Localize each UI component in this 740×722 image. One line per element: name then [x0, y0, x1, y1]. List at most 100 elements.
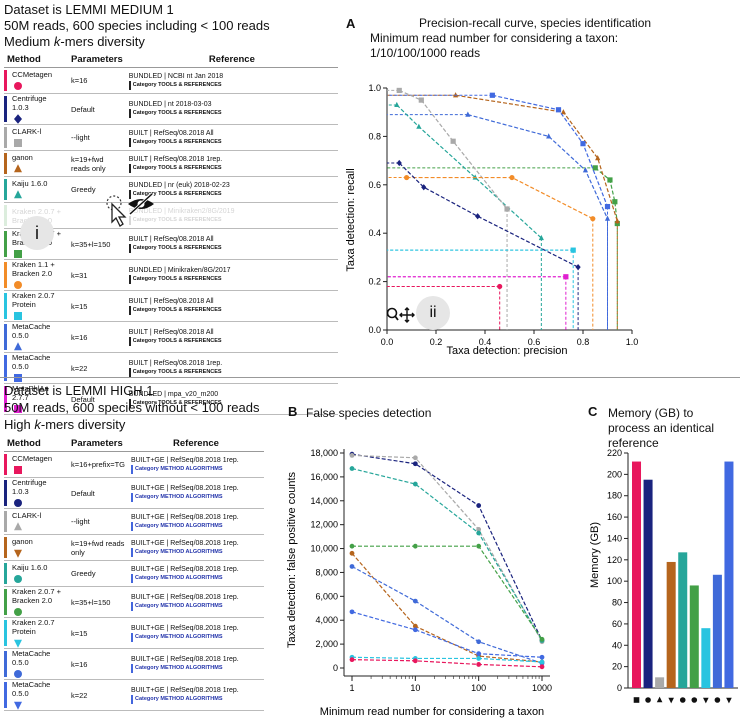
color-stripe [4, 651, 7, 677]
table-row: ganon k=19+fwd reads only BUILT+GE | RefSe… [4, 534, 264, 561]
data-point [476, 503, 482, 508]
reference-cell: BUILT+GE | RefSeq/08.2018 1rep. Category … [128, 508, 264, 535]
bottom-dataset-description: 50M reads, 600 species without < 100 rea… [4, 400, 260, 415]
target-circle-icon [106, 195, 122, 211]
data-point [580, 141, 586, 147]
series-ccmetagen [349, 657, 545, 670]
square-marker-icon [14, 312, 22, 320]
data-point [539, 636, 545, 642]
reference-cell: BUILT+GE | RefSeq/08.2018 1rep. Category … [128, 679, 264, 711]
bar-marker-square [633, 697, 640, 703]
category-label: Category TOOLS & REFERENCES [128, 163, 335, 173]
data-point [465, 111, 471, 117]
panel-c-label: C [588, 404, 598, 419]
square-marker [14, 312, 22, 320]
category-label: Category TOOLS & REFERENCES [128, 137, 335, 147]
reference-cell: BUILT | RefSeq/08.2018 All Category TOOLS… [125, 321, 338, 353]
data-point [476, 543, 482, 549]
invtriangle-marker-icon [14, 639, 22, 648]
reference-cell: BUILT+GE | RefSeq/08.2018 1rep. Category … [128, 451, 264, 478]
series-metacache-0-5-0-k-16- [349, 564, 545, 666]
series-line [351, 611, 543, 658]
cursor-hide-icon[interactable] [96, 190, 158, 230]
series-metacache-0-5-0-k-16- [387, 111, 611, 330]
series-ganon [387, 92, 620, 330]
method-cell: Centrifuge 1.0.3 [4, 93, 68, 125]
x-tick-label: 0.4 [479, 337, 492, 347]
parameters-cell: --light [68, 508, 128, 535]
series-line [351, 656, 543, 663]
method-name: Kraken 2.0.7 + Bracken 2.0 [12, 587, 61, 605]
circle-marker [14, 499, 22, 507]
parameters-header: Parameters [68, 52, 126, 68]
series-line [351, 565, 543, 664]
y-tick-label: 6,000 [315, 591, 338, 601]
reference-cell: BUNDLED | NCBI nt Jan 2018 Category TOOLS… [125, 67, 338, 94]
method-name: MetaCache 0.5.0 [12, 649, 51, 667]
category-label: Category TOOLS & REFERENCES [128, 80, 335, 90]
circle-marker [14, 608, 22, 616]
parameters-cell: k=19+fwd reads only [68, 150, 126, 177]
y-tick-label: 4,000 [315, 615, 338, 625]
y-tick-label: 160 [607, 512, 622, 522]
table-row: MetaCache 0.5.0 k=22 BUILT+GE | RefSeq/08.… [4, 679, 264, 711]
x-tick-label: 0.0 [381, 337, 394, 347]
y-tick-label: 40 [612, 640, 622, 650]
data-point [394, 101, 400, 108]
y-tick-label: 100 [607, 576, 622, 586]
table-row: Kraken 1.1 + Bracken 2.0 k=31 BUNDLED | Mi… [4, 259, 338, 291]
method-cell: MetaCache 0.5.0 [4, 352, 68, 384]
reference-text: BUILT | RefSeq/08.2018 All [128, 236, 214, 243]
data-point [412, 658, 418, 664]
data-point [475, 213, 481, 220]
square-marker-icon [14, 139, 22, 147]
square-marker-icon [14, 250, 22, 258]
reference-text: BUILT+GE | RefSeq/08.2018 1rep. [131, 594, 239, 601]
y-tick-label: 8,000 [315, 567, 338, 577]
category-label: Category METHOD ALGORITHMS [131, 695, 261, 704]
y-tick-label: 18,000 [310, 448, 338, 458]
series-kraken-1-1-bracken-2-0 [387, 174, 596, 330]
method-name: Kraken 2.0.7 Protein [12, 291, 55, 309]
info-i-badge[interactable]: i [20, 216, 54, 250]
y-tick-label: 12,000 [310, 520, 338, 530]
bar-metacache-0-5-0-k-16- [712, 574, 722, 688]
method-name: Kraken 2.0.7 Protein [12, 618, 55, 636]
square-marker [14, 466, 22, 474]
y-tick-label: 10,000 [310, 544, 338, 554]
reference-cell: BUILT | RefSeq/08.2018 1rep. Category TOO… [125, 352, 338, 384]
method-name: CCMetagen [12, 454, 53, 463]
method-name: Centrifuge 1.0.3 [12, 478, 47, 496]
series-kraken-2-0-7-bracken-2-0 [349, 543, 545, 642]
zoom-pan-icon[interactable] [386, 306, 416, 324]
bar-metacache-0-5-0-k-22- [724, 461, 734, 688]
section-divider [0, 377, 740, 378]
parameters-cell: --light [68, 124, 126, 151]
bar-kaiju-1-6-0 [678, 552, 688, 688]
data-point [349, 550, 355, 556]
series-line [467, 114, 609, 219]
data-point [349, 543, 355, 549]
reference-text: BUNDLED | nt 2018-03-03 [128, 101, 212, 108]
reference-cell: BUILT+GE | RefSeq/08.2018 1rep. Category … [128, 648, 264, 680]
data-point [349, 609, 355, 615]
top-dataset-description: 50M reads, 600 species including < 100 r… [4, 18, 270, 33]
reference-cell: BUNDLED | Minikraken2/8G/2019 Category TO… [125, 202, 338, 229]
bottom-methods-table: Method Parameters Reference CCMetagen k=1… [4, 436, 264, 711]
category-label: Category TOOLS & REFERENCES [128, 189, 335, 199]
x-tick-label: 1.0 [626, 337, 639, 347]
data-point [450, 138, 456, 144]
circle-marker-icon [14, 499, 22, 507]
color-stripe [4, 620, 7, 646]
parameters-cell: k=22 [68, 679, 128, 711]
data-point [476, 656, 482, 661]
data-point [614, 217, 620, 224]
info-ii-badge[interactable]: ii [416, 296, 450, 330]
parameters-cell: Default [68, 477, 128, 509]
bar-marker-invtriangle [726, 697, 732, 704]
reference-text: BUNDLED | Minikraken2/8G/2019 [128, 207, 235, 215]
circle-marker-icon [14, 281, 22, 289]
series-line [352, 545, 543, 640]
color-stripe [4, 589, 7, 615]
table-row: MetaCache 0.5.0 k=22 BUILT | RefSeq/08.201… [4, 352, 338, 384]
